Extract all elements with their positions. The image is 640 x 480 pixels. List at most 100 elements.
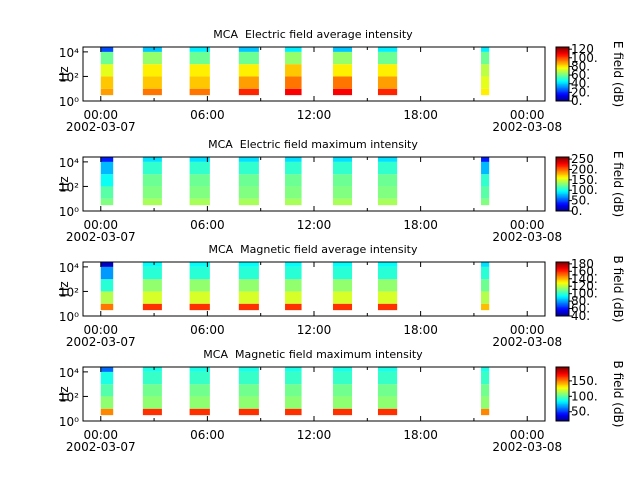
date-label: 2002-03-08: [492, 335, 562, 349]
colorbar-slice: [556, 174, 569, 177]
colorbar-label: E field (dB): [611, 151, 625, 217]
colorbar-slice: [556, 166, 569, 169]
heat-cell: [285, 303, 302, 311]
colorbar-slice: [556, 373, 569, 376]
heat-cell: [333, 47, 353, 52]
heat-cell: [142, 367, 162, 372]
colorbar-slice: [556, 383, 569, 386]
heat-cell: [333, 174, 353, 187]
heat-cell: [142, 174, 162, 187]
heat-cell: [100, 88, 114, 96]
heat-cell: [100, 51, 114, 65]
x-tick-label: 06:00: [190, 218, 225, 232]
heat-cell: [333, 371, 353, 385]
colorbar-slice: [556, 280, 569, 283]
x-tick-label: 12:00: [297, 108, 332, 122]
heat-cell: [333, 408, 353, 416]
heat-cell: [142, 371, 162, 385]
heat-cell: [285, 51, 302, 65]
colorbar-slice: [556, 262, 569, 264]
heat-cell: [285, 262, 302, 267]
colorbar-label: B field (dB): [611, 256, 625, 323]
colorbar-frame: [555, 156, 570, 212]
colorbar-slice: [556, 408, 569, 411]
heat-cell: [100, 47, 114, 52]
heat-cell: [377, 51, 398, 65]
colorbar-slice: [556, 385, 569, 388]
heat-cell: [333, 266, 353, 280]
heat-cell: [189, 303, 210, 311]
y-tick-label: 10⁰: [59, 310, 79, 324]
heat-cell: [481, 51, 490, 65]
colorbar-tick-label: 0.: [571, 94, 582, 108]
colorbar-slice: [556, 418, 569, 421]
heat-cell: [189, 371, 210, 385]
heat-cell: [377, 76, 398, 89]
date-label: 2002-03-08: [492, 230, 562, 244]
heat-cell: [377, 64, 398, 77]
heat-cell: [481, 408, 490, 416]
heat-cell: [481, 186, 490, 199]
colorbar-slice: [556, 275, 569, 278]
colorbar-slice: [556, 68, 569, 71]
colorbar-slice: [556, 377, 569, 380]
heat-cell: [285, 367, 302, 372]
colorbar-slice: [556, 200, 569, 203]
y-axis-label: Hz: [57, 386, 71, 401]
colorbar-slice: [556, 375, 569, 377]
colorbar-tick-label: 150.: [571, 173, 598, 187]
colorbar-slice: [556, 72, 569, 75]
heat-cell: [100, 186, 114, 199]
heat-cell: [285, 76, 302, 89]
colorbar-slice: [556, 293, 569, 295]
colorbar-tick-label: 140.: [571, 272, 598, 286]
x-tick-label: 00:00: [510, 323, 545, 337]
colorbar-slice: [556, 179, 569, 182]
heat-cell: [238, 367, 259, 372]
heat-cell: [285, 266, 302, 280]
colorbar-slice: [556, 201, 569, 204]
heat-cell: [238, 408, 259, 416]
colorbar-slice: [556, 307, 569, 310]
colorbar-slice: [556, 291, 569, 294]
y-axis-label: Hz: [57, 66, 71, 81]
colorbar-slice: [556, 268, 569, 271]
colorbar-slice: [556, 278, 569, 281]
colorbar-slice: [556, 49, 569, 52]
colorbar-slice: [556, 197, 569, 200]
colorbar-label: B field (dB): [611, 361, 625, 428]
heat-cell: [333, 279, 353, 292]
heat-cell: [481, 157, 490, 162]
colorbar-slice: [556, 414, 569, 417]
colorbar-slice: [556, 92, 569, 95]
heat-cell: [189, 51, 210, 65]
colorbar-slice: [556, 159, 569, 162]
colorbar-slice: [556, 204, 569, 207]
x-tick-label: 18:00: [403, 218, 438, 232]
x-tick-label: 12:00: [297, 323, 332, 337]
heat-cell: [377, 198, 398, 206]
colorbar-slice: [556, 295, 569, 298]
colorbar-tick-label: 20.: [571, 85, 590, 99]
heat-cell: [377, 279, 398, 292]
heat-cell: [377, 303, 398, 311]
heat-cell: [333, 161, 353, 175]
heat-cell: [100, 367, 114, 372]
colorbar-slice: [556, 56, 569, 59]
date-label: 2002-03-07: [66, 120, 136, 134]
y-tick-label: 10⁰: [59, 415, 79, 429]
colorbar-slice: [556, 412, 569, 415]
colorbar-tick-label: 0.: [571, 204, 582, 218]
heat-cell: [285, 157, 302, 162]
colorbar-slice: [556, 402, 569, 404]
colorbar-slice: [556, 94, 569, 97]
colorbar-slice: [556, 60, 569, 63]
heat-cell: [285, 47, 302, 52]
colorbar-slice: [556, 283, 569, 286]
heat-cell: [333, 303, 353, 311]
heat-cell: [481, 88, 490, 96]
heat-cell: [377, 157, 398, 162]
colorbar-slice: [556, 415, 569, 418]
heat-cell: [333, 51, 353, 65]
